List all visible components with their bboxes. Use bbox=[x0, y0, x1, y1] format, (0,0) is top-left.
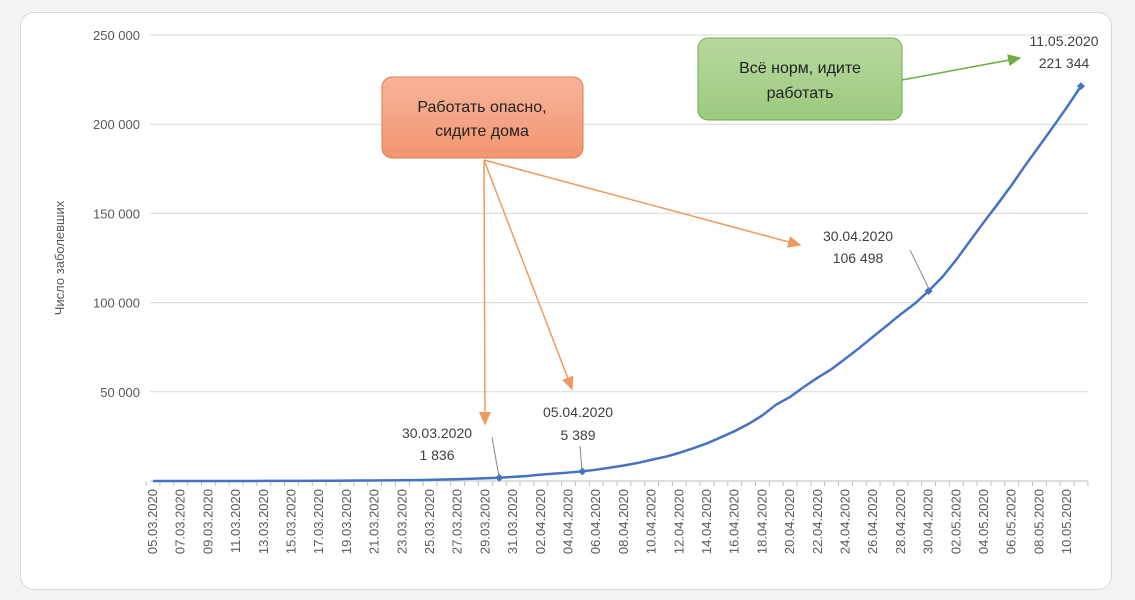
x-tick-label: 11.03.2020 bbox=[228, 489, 243, 553]
highlight-marker bbox=[578, 467, 587, 476]
series-line bbox=[152, 85, 1082, 483]
label-date-3: 30.04.2020 bbox=[823, 228, 893, 244]
go-work-text-2: работать bbox=[767, 85, 834, 102]
stay-home-text-2: сидите дома bbox=[435, 123, 529, 140]
y-tick-label: 50 000 bbox=[100, 385, 140, 400]
x-tick-label: 10.05.2020 bbox=[1059, 489, 1074, 554]
x-tick-label: 23.03.2020 bbox=[394, 489, 409, 554]
leader-line-2 bbox=[579, 445, 583, 471]
y-tick-label: 250 000 bbox=[93, 28, 140, 43]
x-tick-label: 16.04.2020 bbox=[727, 489, 742, 554]
x-tick-label: 10.04.2020 bbox=[644, 489, 659, 554]
x-tick-label: 08.04.2020 bbox=[616, 489, 631, 554]
x-tick-label: 07.03.2020 bbox=[173, 489, 188, 554]
x-tick-label: 13.03.2020 bbox=[256, 489, 271, 554]
x-tick-label: 19.03.2020 bbox=[339, 489, 354, 554]
y-tick-label: 200 000 bbox=[93, 117, 140, 132]
x-tick-label: 15.03.2020 bbox=[284, 489, 299, 554]
x-tick-label: 14.04.2020 bbox=[699, 489, 714, 554]
orange-arrow-3 bbox=[483, 159, 802, 248]
x-tick-label: 24.04.2020 bbox=[838, 489, 853, 554]
x-tick-label: 09.03.2020 bbox=[200, 489, 215, 554]
label-value-2: 5 389 bbox=[560, 427, 595, 443]
label-date-4: 11.05.2020 bbox=[1029, 33, 1098, 49]
highlight-marker bbox=[924, 287, 933, 296]
x-tick-label: 06.04.2020 bbox=[588, 489, 603, 554]
stay-home-text-1: Работать опасно, bbox=[417, 99, 546, 116]
stay-home-box bbox=[381, 76, 584, 159]
go-work-box bbox=[697, 37, 903, 121]
orange-arrow-2 bbox=[483, 159, 574, 391]
orange-arrow-1 bbox=[478, 159, 491, 426]
x-tick-label: 04.05.2020 bbox=[976, 489, 991, 554]
label-date-2: 05.04.2020 bbox=[543, 404, 613, 420]
x-tick-label: 26.04.2020 bbox=[865, 489, 880, 554]
x-tick-label: 18.04.2020 bbox=[754, 489, 769, 554]
x-tick-label: 25.03.2020 bbox=[422, 489, 437, 554]
y-tick-label: 150 000 bbox=[93, 206, 140, 221]
leader-line-1 bbox=[491, 436, 500, 478]
x-tick-label: 29.03.2020 bbox=[477, 489, 492, 554]
x-tick-label: 21.03.2020 bbox=[367, 489, 382, 554]
highlight-marker bbox=[1076, 82, 1085, 91]
x-tick-label: 27.03.2020 bbox=[450, 489, 465, 554]
x-tick-label: 04.04.2020 bbox=[561, 489, 576, 554]
x-tick-label: 02.04.2020 bbox=[533, 489, 548, 554]
green-arrow bbox=[901, 54, 1022, 81]
label-value-1: 1 836 bbox=[419, 447, 454, 463]
x-tick-label: 28.04.2020 bbox=[893, 489, 908, 554]
x-tick-label: 05.03.2020 bbox=[145, 489, 160, 554]
x-tick-label: 30.04.2020 bbox=[921, 489, 936, 554]
x-tick-label: 06.05.2020 bbox=[1004, 489, 1019, 554]
x-tick-label: 02.05.2020 bbox=[948, 489, 963, 554]
label-value-3: 106 498 bbox=[833, 250, 884, 266]
label-value-4: 221 344 bbox=[1039, 55, 1090, 71]
highlight-marker bbox=[495, 473, 504, 482]
go-work-text-1: Всё норм, идите bbox=[739, 60, 861, 77]
y-tick-label: 100 000 bbox=[93, 296, 140, 311]
x-tick-label: 17.03.2020 bbox=[311, 489, 326, 554]
x-tick-label: 31.03.2020 bbox=[505, 489, 520, 554]
x-tick-label: 22.04.2020 bbox=[810, 489, 825, 554]
label-date-1: 30.03.2020 bbox=[402, 425, 472, 441]
x-tick-label: 08.05.2020 bbox=[1031, 489, 1046, 554]
y-axis-title: Число заболевших bbox=[52, 200, 67, 315]
x-tick-label: 12.04.2020 bbox=[671, 489, 686, 554]
leader-line-3 bbox=[909, 249, 930, 290]
x-tick-label: 20.04.2020 bbox=[782, 489, 797, 554]
